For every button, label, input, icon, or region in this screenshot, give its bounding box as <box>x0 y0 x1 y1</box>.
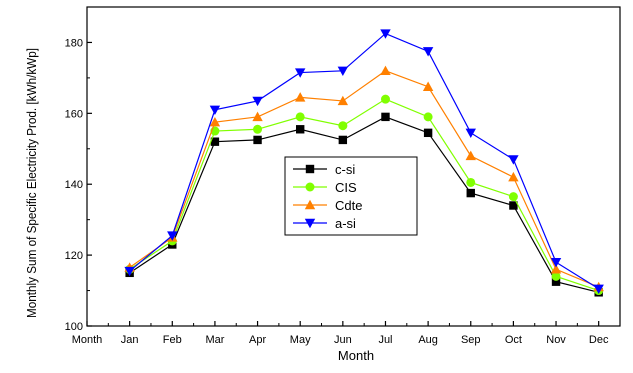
y-tick-label: 120 <box>65 250 83 262</box>
data-point <box>381 112 390 122</box>
data-point <box>550 258 562 268</box>
data-point <box>466 177 476 187</box>
data-point <box>593 284 604 294</box>
y-tick-label: 140 <box>65 179 83 191</box>
series-cdte <box>124 65 604 292</box>
legend-marker <box>305 182 315 192</box>
data-point <box>422 47 434 57</box>
x-tick-label: Nov <box>546 334 566 346</box>
series-line <box>129 70 599 288</box>
data-point <box>295 92 306 102</box>
plot-border <box>86 6 621 327</box>
legend: c-si CIS Cdte a-si <box>284 156 418 236</box>
x-tick-label: Dec <box>589 334 609 346</box>
data-point <box>296 125 305 134</box>
data-point <box>252 111 263 122</box>
data-point <box>465 128 476 139</box>
data-point <box>551 271 561 281</box>
legend-entry: CIS <box>293 180 357 195</box>
data-point <box>253 135 262 145</box>
x-tick-label: May <box>290 334 311 346</box>
legend-label: c-si <box>335 162 355 177</box>
legend-marker <box>304 218 316 229</box>
data-point <box>423 112 433 122</box>
x-tick-label: Apr <box>249 334 266 346</box>
legend-label: CIS <box>335 180 357 195</box>
data-point <box>423 128 433 138</box>
data-point <box>380 65 391 75</box>
legend-entry: Cdte <box>293 198 362 213</box>
data-point <box>209 105 221 115</box>
data-point <box>209 116 221 127</box>
x-axis: Month Jan Feb Mar Apr May Jun Jul Aug Sep Oct Nov De… <box>72 321 609 346</box>
x-tick-label: Oct <box>505 334 522 346</box>
data-point <box>338 135 348 145</box>
series-line <box>129 116 599 293</box>
legend-marker <box>304 199 316 210</box>
data-point <box>337 95 349 106</box>
legend-entry: c-si <box>293 162 355 177</box>
x-axis-title: Month <box>338 348 374 363</box>
legend-label: a-si <box>335 216 356 231</box>
legend-entry: a-si <box>293 216 356 231</box>
x-tick-label: Feb <box>163 334 182 346</box>
data-point <box>210 137 220 146</box>
y-axis: 100 120 140 160 180 <box>65 37 92 333</box>
x-tick-label: Jun <box>334 334 352 346</box>
data-point <box>252 96 263 107</box>
data-point <box>338 121 348 131</box>
y-axis-title: Monthly Sum of Specific Electricity Prod… <box>24 48 39 318</box>
x-tick-label: Jan <box>121 334 139 346</box>
x-tick-label: Aug <box>418 334 438 346</box>
y-tick-label: 100 <box>65 321 83 333</box>
x-tick-label: Jul <box>378 334 392 346</box>
plot-frame <box>86 6 621 327</box>
legend-label: Cdte <box>335 198 362 213</box>
series-line <box>129 32 599 290</box>
data-point <box>466 188 475 198</box>
data-point <box>253 124 263 134</box>
data-point <box>508 171 519 182</box>
series-layer <box>124 29 604 297</box>
data-point <box>380 94 390 104</box>
x-tick-label: Mar <box>205 334 224 346</box>
data-point <box>337 66 349 76</box>
data-point <box>551 277 561 286</box>
data-point <box>508 155 519 165</box>
x-tick-label: Sep <box>461 334 481 346</box>
data-point <box>167 231 178 241</box>
x-tick-label: Month <box>72 334 103 346</box>
data-point <box>550 264 562 274</box>
data-point <box>295 68 306 78</box>
y-tick-label: 180 <box>65 37 83 49</box>
data-point <box>380 29 391 39</box>
data-point <box>465 150 476 161</box>
data-point <box>295 112 305 122</box>
data-point <box>422 81 434 91</box>
data-point <box>508 192 518 202</box>
y-tick-label: 160 <box>65 108 83 120</box>
legend-marker <box>305 164 315 174</box>
series-a-si <box>124 29 604 294</box>
data-point <box>509 201 518 210</box>
series-line <box>129 98 599 292</box>
data-point <box>124 266 135 277</box>
